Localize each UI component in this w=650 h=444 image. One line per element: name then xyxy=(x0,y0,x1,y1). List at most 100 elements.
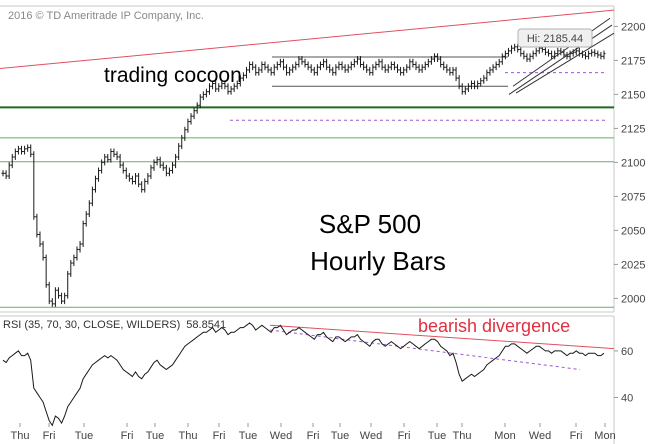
x-tick-label: Fri xyxy=(213,430,226,442)
price-bar xyxy=(454,66,458,82)
price-bar xyxy=(115,151,119,160)
price-bar xyxy=(420,64,424,73)
channel-upper-line xyxy=(508,24,613,95)
price-tick-label: 2075 xyxy=(621,191,645,203)
rsi-y-axis: 40 60 xyxy=(614,346,633,404)
price-bar xyxy=(130,175,134,185)
price-bar xyxy=(266,64,270,73)
x-tick-label: Wed xyxy=(270,430,292,442)
price-bar xyxy=(192,107,196,120)
price-bar xyxy=(201,91,205,101)
price-bar xyxy=(485,69,489,82)
price-bar xyxy=(60,292,64,305)
price-bar xyxy=(56,287,60,299)
price-bar xyxy=(346,64,350,73)
price-bar xyxy=(13,148,17,160)
price-bars xyxy=(1,43,606,307)
price-bar xyxy=(349,61,353,71)
price-bar xyxy=(423,61,427,71)
price-bar xyxy=(100,159,104,174)
price-bar xyxy=(411,58,415,68)
price-bar xyxy=(602,50,606,60)
price-bar xyxy=(343,64,347,73)
price-bar xyxy=(10,153,14,169)
rsi-header-value: 58.8541 xyxy=(186,319,226,331)
price-bar xyxy=(399,66,403,76)
price-bar xyxy=(596,50,600,58)
price-overlays xyxy=(0,9,615,95)
price-bar xyxy=(550,50,554,60)
rsi-pane: 40 60 xyxy=(0,315,633,444)
x-tick-label: Mon xyxy=(594,430,615,442)
price-bar xyxy=(331,66,335,76)
price-bar xyxy=(432,53,436,63)
price-pane: 2000 2025 2050 2075 2100 2125 2150 2175 2200 xyxy=(0,5,645,313)
price-bar xyxy=(593,49,597,57)
price-bar xyxy=(374,61,378,71)
hi-label-box xyxy=(517,28,593,48)
price-bar xyxy=(522,50,526,60)
x-tick-label: Tue xyxy=(331,430,350,442)
price-bar xyxy=(84,211,88,227)
price-bar xyxy=(90,186,94,207)
price-bar xyxy=(161,162,165,171)
price-bar xyxy=(97,167,101,182)
price-bar xyxy=(272,64,276,76)
price-bar xyxy=(325,58,329,71)
price-bar xyxy=(167,167,171,177)
price-bar xyxy=(288,66,292,76)
divergence-annotation: bearish divergence xyxy=(418,316,570,336)
price-bar xyxy=(519,46,523,57)
rsi-overlays xyxy=(269,324,615,371)
hi-label: Hi: 2185.44 xyxy=(527,33,583,45)
price-tick-label: 2150 xyxy=(621,89,645,101)
price-bar xyxy=(81,220,85,247)
price-bar xyxy=(248,61,252,73)
price-bar xyxy=(177,143,181,160)
price-bar xyxy=(232,83,236,92)
price-bar xyxy=(4,170,8,179)
price-tick-label: 2025 xyxy=(621,259,645,271)
support-resistance-levels xyxy=(0,56,614,308)
price-bar xyxy=(152,159,156,171)
price-bar xyxy=(263,61,267,71)
price-bar xyxy=(315,64,319,76)
price-bar xyxy=(322,58,326,68)
price-bar xyxy=(186,118,190,133)
price-bar xyxy=(29,144,33,158)
price-bar xyxy=(229,85,233,95)
price-bar xyxy=(269,66,273,76)
price-bar xyxy=(479,77,483,87)
price-bar xyxy=(309,64,313,73)
price-bar xyxy=(198,94,202,109)
price-bar xyxy=(510,45,514,54)
price-bar xyxy=(442,61,446,71)
x-tick-label: Tue xyxy=(75,430,94,442)
price-bar xyxy=(35,213,39,238)
price-bar xyxy=(158,156,162,169)
price-bar xyxy=(72,254,76,267)
price-bar xyxy=(143,178,147,193)
price-bar xyxy=(506,47,510,57)
price-bar xyxy=(340,61,344,71)
price-bar xyxy=(23,145,27,155)
price-bar xyxy=(211,80,215,90)
rsi-line xyxy=(2,322,605,427)
price-bar xyxy=(189,113,193,125)
x-tick-label: Fri xyxy=(43,430,56,442)
cocoon-annotation: trading cocoon xyxy=(104,64,242,87)
x-tick-label: Tue xyxy=(146,430,165,442)
price-bar xyxy=(429,56,433,65)
price-bar xyxy=(303,58,307,68)
price-bar xyxy=(127,173,131,182)
price-bar xyxy=(278,58,282,68)
price-bar xyxy=(460,83,464,95)
price-tick-label: 2125 xyxy=(621,123,645,135)
x-tick-label: Tue xyxy=(428,430,447,442)
price-bar xyxy=(365,64,369,73)
price-bar xyxy=(106,153,110,163)
price-bar xyxy=(260,61,264,73)
price-bar xyxy=(26,144,30,152)
channel-lower-line xyxy=(515,32,615,94)
price-bar xyxy=(180,134,184,150)
